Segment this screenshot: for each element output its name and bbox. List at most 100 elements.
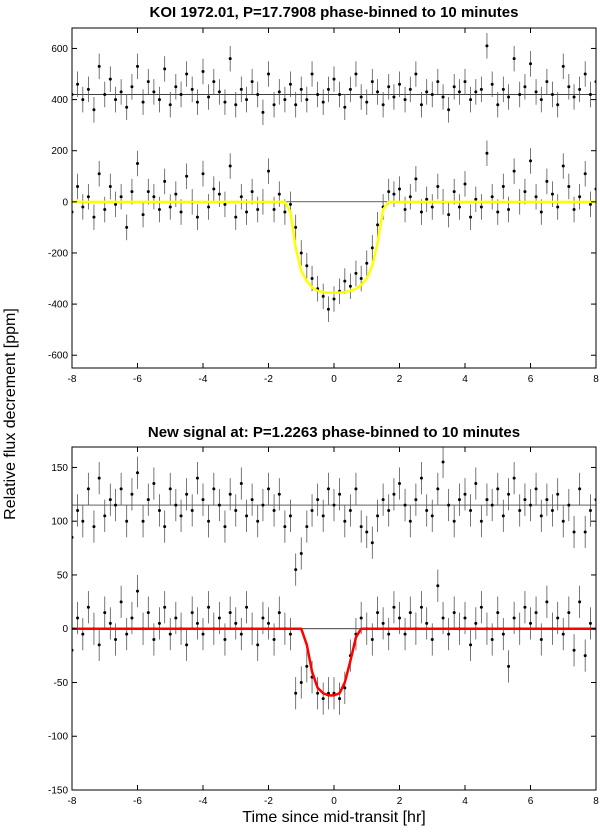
data-point (190, 87, 194, 91)
data-point (321, 697, 325, 701)
data-point (174, 85, 178, 89)
data-point (163, 179, 167, 183)
data-point (321, 100, 325, 104)
data-point (365, 530, 369, 534)
data-point (359, 277, 363, 281)
data-point (299, 680, 303, 684)
data-point (490, 195, 494, 199)
data-point (436, 80, 440, 84)
data-point (212, 487, 216, 491)
data-point (436, 487, 440, 491)
data-point (523, 605, 527, 609)
data-point (76, 616, 80, 620)
data-point (387, 508, 391, 512)
y-tick-label: 50 (57, 570, 69, 581)
data-point (174, 192, 178, 196)
data-point (201, 632, 205, 636)
data-point (272, 208, 276, 212)
data-point (512, 57, 516, 61)
data-point (572, 648, 576, 652)
data-point (103, 208, 107, 212)
data-point (207, 205, 211, 209)
data-point (190, 508, 194, 512)
data-point (114, 202, 118, 206)
y-tick-label: -400 (48, 300, 68, 311)
data-point (288, 514, 292, 518)
data-point (436, 584, 440, 588)
data-point (403, 632, 407, 636)
data-point (223, 100, 227, 104)
data-point (234, 215, 238, 219)
data-point (578, 487, 582, 491)
data-point (430, 514, 434, 518)
data-point (108, 184, 112, 188)
data-point (228, 57, 232, 61)
data-point (359, 95, 363, 99)
data-point (376, 90, 380, 94)
data-point (152, 90, 156, 94)
data-point (452, 85, 456, 89)
data-point (234, 508, 238, 512)
data-point (261, 616, 265, 620)
data-point (550, 92, 554, 96)
y-tick-label: -150 (48, 786, 68, 797)
data-point (316, 498, 320, 502)
data-point (326, 307, 330, 311)
data-point (354, 487, 358, 491)
data-point (501, 87, 505, 91)
data-point (245, 210, 249, 214)
data-point (556, 205, 560, 209)
data-point (529, 159, 532, 163)
data-point (125, 519, 129, 523)
data-point (518, 508, 522, 512)
data-point (239, 482, 243, 486)
data-point (332, 503, 336, 507)
data-point (201, 498, 205, 502)
data-point (326, 87, 330, 91)
data-point (256, 519, 260, 523)
data-point (398, 82, 401, 86)
data-point (256, 208, 260, 212)
data-point (245, 514, 249, 518)
x-tick-label: 6 (528, 374, 534, 385)
data-point (430, 92, 434, 96)
data-point (485, 44, 489, 48)
data-point (97, 172, 101, 176)
data-point (485, 151, 489, 155)
data-point (250, 80, 254, 84)
data-point (163, 525, 167, 529)
data-point (419, 476, 423, 480)
data-point (141, 213, 145, 217)
data-point (348, 284, 352, 288)
data-point (523, 190, 527, 194)
data-point (392, 95, 396, 99)
data-point (507, 208, 511, 212)
data-point (163, 605, 167, 609)
x-tick-label: -6 (133, 796, 142, 807)
data-point (86, 487, 90, 491)
data-point (136, 64, 139, 68)
data-point (534, 90, 538, 94)
data-point (567, 85, 571, 89)
data-point (452, 611, 456, 615)
data-point (370, 541, 374, 545)
x-tick-label: -2 (264, 796, 273, 807)
data-point (408, 611, 412, 615)
data-point (261, 110, 265, 114)
data-point (425, 508, 429, 512)
data-point (217, 503, 221, 507)
data-point (146, 190, 150, 194)
data-point (534, 487, 538, 491)
data-point (261, 503, 265, 507)
y-tick-label: 600 (51, 44, 68, 55)
data-point (119, 600, 123, 604)
data-point (496, 611, 500, 615)
data-point (174, 503, 178, 507)
x-tick-label: -8 (68, 796, 77, 807)
data-point (572, 208, 576, 212)
data-point (272, 637, 276, 641)
data-point (185, 643, 189, 647)
data-point (217, 90, 221, 94)
